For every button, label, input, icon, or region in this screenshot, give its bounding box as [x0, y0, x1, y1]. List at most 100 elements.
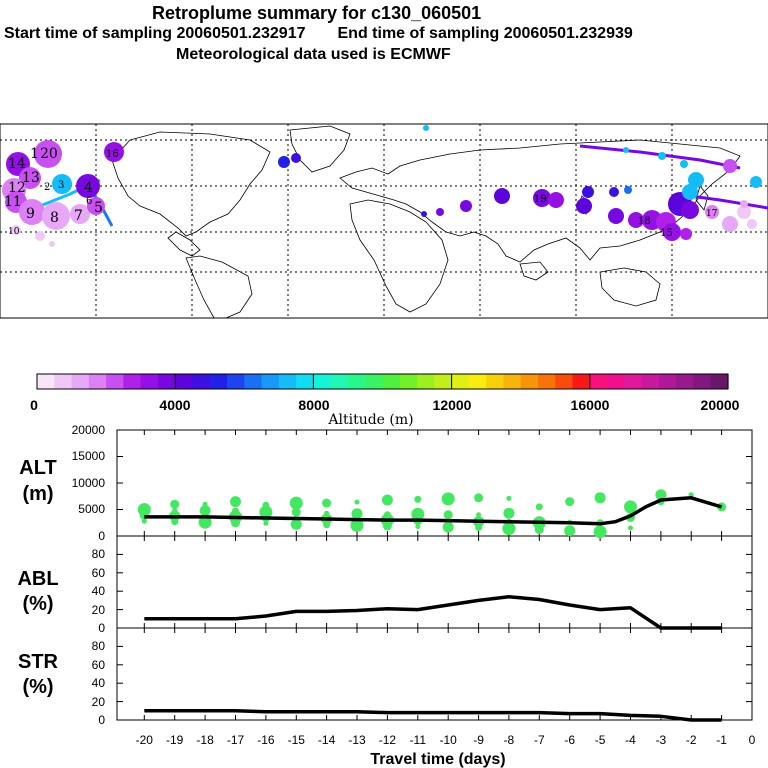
str-series-line — [144, 709, 722, 722]
colorbar-cell — [417, 374, 435, 389]
alt-scatter-point — [411, 507, 425, 521]
alt-scatter-point — [414, 495, 422, 503]
abl-panel-label: ABL — [17, 568, 58, 590]
plume-blob — [750, 176, 762, 188]
map-day-label: 14 — [8, 156, 26, 172]
colorbar-tick-label: 4000 — [159, 397, 190, 413]
x-tick-label: -15 — [288, 733, 306, 747]
str-ytick: 80 — [92, 639, 106, 653]
colorbar-tick-label: 16000 — [571, 397, 610, 413]
colorbar-cell — [451, 374, 470, 389]
plume-blob — [533, 189, 551, 207]
x-tick-label: 0 — [749, 733, 756, 747]
alt-scatter-point — [350, 518, 364, 532]
start-time-label: Start time of sampling 20060501.232917 — [4, 25, 306, 42]
map-day-label: 19 — [534, 194, 547, 205]
plume-blob — [70, 204, 90, 224]
trajectory-line-purple-east — [689, 194, 768, 210]
abl-ytick: 40 — [92, 584, 106, 598]
x-tick-labels: -20 -19 -18 -17 -16 -15 -14 -13 -12 -11 -10 -9 -8 -7-… — [136, 733, 756, 747]
map-day-labels: 20 1 14 13 12 11 10 9 8 7 6 5 4 3 2 16 1… — [4, 146, 718, 239]
colorbar-cell — [37, 374, 55, 389]
colorbar-cell — [296, 374, 315, 389]
alt-scatter-point — [172, 507, 178, 513]
plume-blob — [663, 223, 681, 241]
alt-scatter-point — [688, 492, 694, 498]
colorbar-tick-label: 8000 — [298, 397, 329, 413]
colorbar-major-ticks — [174, 374, 591, 389]
x-tick-label: -12 — [379, 733, 397, 747]
colorbar-cell — [572, 374, 591, 389]
plume-blob — [421, 211, 427, 217]
map-day-label: 11 — [4, 194, 22, 210]
plume-blob — [658, 152, 666, 160]
plume-blob — [436, 208, 444, 216]
x-axis-title: Travel time (days) — [370, 751, 505, 768]
colorbar-cell — [347, 374, 366, 389]
page-header: Retroplume summary for c130_060501 Start… — [0, 0, 768, 70]
alt-scatter-point — [351, 508, 363, 520]
plume-blob — [548, 192, 564, 208]
map-day-label: 7 — [74, 208, 83, 224]
plume-blob — [576, 198, 592, 214]
colorbar-cell — [330, 374, 349, 389]
plot-frame — [116, 429, 753, 721]
plume-blob — [681, 201, 699, 219]
plume-blob — [19, 199, 45, 225]
alt-scatter-point — [354, 499, 360, 505]
plume-blob — [42, 202, 70, 230]
alt-scatter-point — [381, 494, 393, 506]
alt-scatter-point — [441, 492, 455, 506]
alt-scatter-layer — [137, 489, 727, 539]
plume-blob — [740, 200, 748, 208]
colorbar-frame — [36, 373, 729, 390]
plume-blob — [104, 142, 124, 162]
alt-scatter-point — [289, 496, 303, 510]
alt-scatter-point — [262, 501, 270, 509]
alt-scatter-point — [655, 489, 667, 501]
alt-scatter-point — [506, 495, 512, 501]
alt-scatter-point — [263, 520, 269, 526]
alt-scatter-point — [322, 498, 332, 508]
x-tick-label: -18 — [196, 733, 214, 747]
plume-blob — [608, 208, 624, 224]
plume-blob — [423, 125, 429, 131]
abl-ytick: 0 — [98, 621, 105, 635]
map-day-label: 4 — [84, 180, 93, 196]
colorbar-cell — [157, 374, 176, 389]
alt-scatter-point — [141, 518, 147, 524]
alt-scatter-point — [291, 507, 301, 517]
map-day-label: 6 — [86, 196, 92, 207]
alt-scatter-point — [476, 512, 482, 518]
abl-ytick: 20 — [92, 603, 106, 617]
colorbar-cell — [503, 374, 522, 389]
alt-panel-label: ALT — [19, 457, 56, 479]
colorbar: 0 4000 8000 12000 16000 20000 Altitude (… — [30, 373, 740, 428]
plume-blob — [624, 186, 632, 194]
colorbar-cell — [676, 374, 695, 389]
met-data-label: Meteorological data used is ECMWF — [176, 46, 451, 63]
colorbar-cell — [537, 374, 556, 389]
alt-scatter-point — [383, 511, 391, 519]
colorbar-cell — [486, 374, 505, 389]
map-day-label: 16 — [106, 149, 119, 160]
alt-scatter-point — [199, 505, 211, 517]
plume-blob — [747, 219, 757, 229]
colorbar-tick-label: 0 — [30, 397, 38, 413]
x-tick-label: -13 — [348, 733, 366, 747]
alt-scatter-point — [628, 525, 633, 531]
colorbar-cell — [589, 374, 608, 389]
x-tick-label: -14 — [318, 733, 336, 747]
colorbar-cell — [209, 374, 228, 389]
alt-scatter-point — [624, 500, 637, 514]
map-day-label: 1 — [30, 146, 39, 162]
plume-blob — [494, 188, 510, 204]
colorbar-cell — [192, 374, 211, 389]
alt-scatter-point — [594, 492, 606, 504]
alt-ytick: 0 — [98, 529, 105, 543]
map-day-label: 20 — [40, 146, 58, 162]
end-time-label: End time of sampling 20060501.232939 — [337, 25, 633, 42]
colorbar-cell — [658, 374, 677, 389]
str-ytick: 20 — [92, 695, 106, 709]
alt-scatter-point — [442, 521, 454, 533]
